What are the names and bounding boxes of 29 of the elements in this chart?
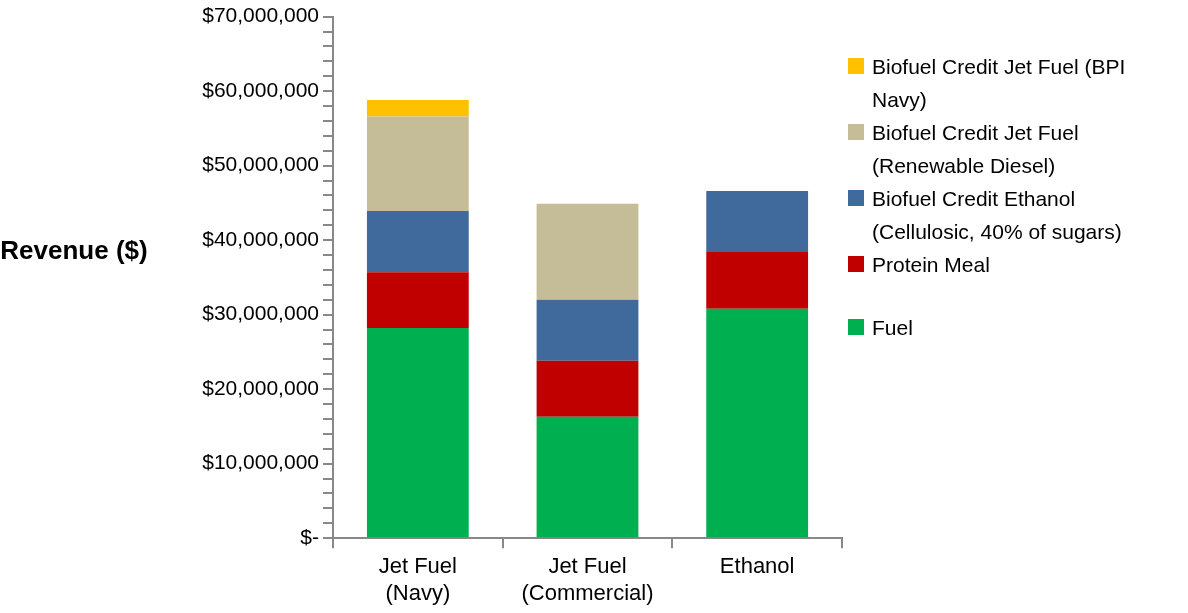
y-tick-label: $60,000,000 (202, 77, 319, 101)
bar (366, 100, 469, 117)
x-tick-label: Jet Fuel (Navy) (378, 553, 457, 605)
bar (366, 328, 469, 538)
y-tick-label: $- (300, 525, 319, 548)
y-tick-label: $20,000,000 (202, 375, 319, 399)
bar (706, 252, 809, 309)
x-tick-label: Ethanol (719, 553, 795, 579)
legend-label: Protein Meal (872, 252, 990, 278)
y-tick-label: $30,000,000 (202, 301, 319, 325)
y-tick-label: $50,000,000 (202, 152, 319, 176)
legend-label: Biofuel Credit Jet Fuel (Renewable Diesel) (872, 120, 1080, 179)
y-axis-title: Revenue ($) (0, 234, 148, 267)
legend-label: Biofuel Credit Ethanol (Cellulosic, 40% of sugars) (872, 186, 1123, 245)
bar (536, 203, 639, 300)
x-tick-label: Jet Fuel (Commercial) (521, 553, 654, 605)
y-tick-label: $10,000,000 (202, 450, 319, 474)
bar (536, 360, 639, 417)
y-tick-label: $70,000,000 (202, 3, 319, 27)
bar (536, 416, 639, 538)
y-tick-label: $40,000,000 (202, 226, 319, 250)
bar (706, 190, 809, 253)
legend-label: Biofuel Credit Jet Fuel (BPI Navy) (872, 54, 1127, 113)
bar (366, 116, 469, 212)
bar (366, 272, 469, 329)
bar (536, 299, 639, 361)
legend-label: Fuel (872, 315, 913, 341)
bar (366, 211, 469, 273)
bar (706, 308, 809, 538)
